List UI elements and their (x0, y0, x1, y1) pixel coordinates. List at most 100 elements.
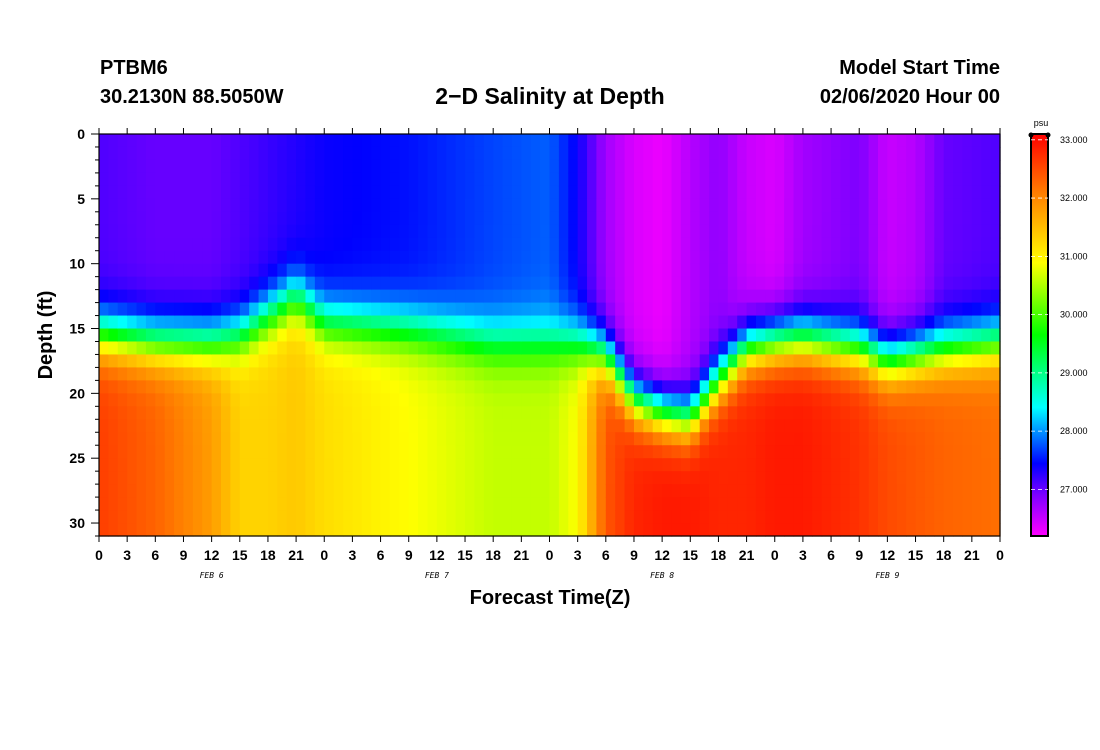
heatmap-cell (915, 393, 926, 407)
heatmap-cell (615, 406, 626, 420)
heatmap-cell (793, 419, 804, 433)
heatmap-cell (906, 250, 917, 265)
heatmap-cell (605, 471, 616, 485)
heatmap-cell (549, 250, 560, 265)
heatmap-cell (896, 354, 907, 369)
heatmap-cell (821, 471, 832, 485)
heatmap-cell (286, 159, 297, 174)
heatmap-cell (427, 198, 438, 213)
heatmap-cell (662, 237, 673, 252)
heatmap-cell (296, 432, 307, 446)
heatmap-cell (446, 302, 457, 317)
heatmap-cell (352, 211, 363, 226)
heatmap-cell (802, 419, 813, 433)
heatmap-cell (446, 276, 457, 291)
heatmap-cell (558, 185, 569, 200)
heatmap-cell (483, 367, 494, 381)
heatmap-cell (727, 263, 738, 278)
heatmap-cell (727, 419, 738, 433)
heatmap-cell (408, 224, 419, 239)
heatmap-cell (465, 134, 476, 148)
heatmap-cell (990, 458, 1001, 472)
heatmap-cell (164, 276, 175, 291)
heatmap-cell (108, 406, 119, 420)
heatmap-cell (746, 263, 757, 278)
heatmap-cell (774, 419, 785, 433)
heatmap-cell (427, 445, 438, 459)
heatmap-cell (511, 380, 522, 394)
heatmap-cell (718, 224, 729, 239)
heatmap-cell (530, 185, 541, 200)
heatmap-cell (258, 276, 269, 291)
heatmap-cell (296, 211, 307, 226)
heatmap-cell (108, 484, 119, 498)
heatmap-cell (906, 289, 917, 304)
x-tick-label: 18 (485, 547, 501, 563)
heatmap-cell (737, 172, 748, 187)
heatmap-cell (605, 523, 616, 537)
heatmap-cell (690, 276, 701, 291)
heatmap-cell (981, 432, 992, 446)
heatmap-cell (183, 432, 194, 446)
heatmap-cell (324, 159, 335, 174)
heatmap-cell (887, 445, 898, 459)
heatmap-cell (746, 510, 757, 524)
heatmap-cell (906, 328, 917, 343)
heatmap-cell (483, 250, 494, 265)
heatmap-cell (455, 523, 466, 537)
heatmap-cell (662, 419, 673, 433)
heatmap-cell (277, 146, 288, 161)
heatmap-cell (258, 237, 269, 252)
heatmap-cell (408, 276, 419, 291)
heatmap-cell (699, 445, 710, 459)
heatmap-cell (380, 523, 391, 537)
heatmap-cell (549, 302, 560, 317)
heatmap-cell (671, 419, 682, 433)
heatmap-cell (474, 393, 485, 407)
heatmap-cell (455, 134, 466, 148)
heatmap-cell (267, 211, 278, 226)
heatmap-cell (859, 198, 870, 213)
heatmap-cell (924, 328, 935, 343)
heatmap-cell (371, 406, 382, 420)
heatmap-cell (915, 328, 926, 343)
heatmap-cell (530, 146, 541, 161)
heatmap-cell (896, 172, 907, 187)
heatmap-cell (868, 471, 879, 485)
heatmap-cell (493, 289, 504, 304)
heatmap-cell (680, 471, 691, 485)
heatmap-cell (286, 471, 297, 485)
heatmap-cell (174, 250, 185, 265)
heatmap-cell (568, 458, 579, 472)
heatmap-cell (277, 419, 288, 433)
heatmap-cell (474, 380, 485, 394)
heatmap-cell (981, 263, 992, 278)
heatmap-cell (568, 328, 579, 343)
heatmap-cell (849, 276, 860, 291)
heatmap-cell (662, 445, 673, 459)
heatmap-cell (859, 393, 870, 407)
heatmap-cell (305, 458, 316, 472)
heatmap-cell (896, 146, 907, 161)
heatmap-cell (765, 185, 776, 200)
heatmap-cell (868, 341, 879, 356)
heatmap-cell (587, 289, 598, 304)
heatmap-cell (314, 198, 325, 213)
heatmap-cell (643, 341, 654, 356)
heatmap-cell (709, 471, 720, 485)
heatmap-cell (127, 341, 138, 356)
heatmap-cell (680, 432, 691, 446)
heatmap-cell (953, 445, 964, 459)
heatmap-cell (971, 159, 982, 174)
heatmap-cell (887, 406, 898, 420)
heatmap-cell (812, 328, 823, 343)
heatmap-cell (192, 367, 203, 381)
heatmap-cell (877, 185, 888, 200)
heatmap-cell (633, 393, 644, 407)
heatmap-cell (483, 432, 494, 446)
heatmap-cell (230, 497, 241, 511)
heatmap-cell (596, 237, 607, 252)
heatmap-cell (380, 419, 391, 433)
heatmap-cell (474, 263, 485, 278)
heatmap-cell (127, 354, 138, 369)
